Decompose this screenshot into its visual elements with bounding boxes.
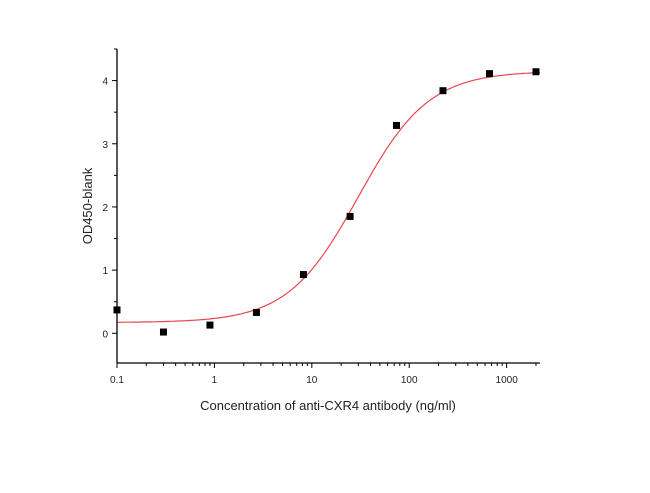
x-tick-label: 10 xyxy=(306,375,318,386)
data-point xyxy=(439,87,447,95)
x-tick-label: 100 xyxy=(401,375,418,386)
axes: 0 1 2 3 4 0.1 1 10 100 1000 xyxy=(102,48,540,386)
data-point xyxy=(392,121,400,129)
x-axis-label: Concentration of anti-CXR4 antibody (ng/… xyxy=(200,398,456,413)
y-axis-label: OD450-blank xyxy=(80,167,95,244)
data-point xyxy=(486,70,494,78)
data-points xyxy=(113,68,540,336)
x-tick-label: 1 xyxy=(212,375,218,386)
x-tick-label: 0.1 xyxy=(110,375,124,386)
data-point xyxy=(252,308,260,316)
y-tick-label: 0 xyxy=(102,329,108,340)
y-tick-label: 3 xyxy=(102,140,108,151)
data-point xyxy=(159,328,167,336)
x-tick-label: 1000 xyxy=(496,375,519,386)
fit-curve xyxy=(117,72,540,323)
data-point xyxy=(206,321,214,329)
y-tick-label: 1 xyxy=(102,266,108,277)
data-point xyxy=(346,212,354,220)
y-tick-label: 4 xyxy=(102,77,108,88)
fit-curve-layer xyxy=(117,72,540,323)
y-tick-label: 2 xyxy=(102,203,108,214)
data-point xyxy=(532,68,540,76)
data-point xyxy=(299,271,307,279)
